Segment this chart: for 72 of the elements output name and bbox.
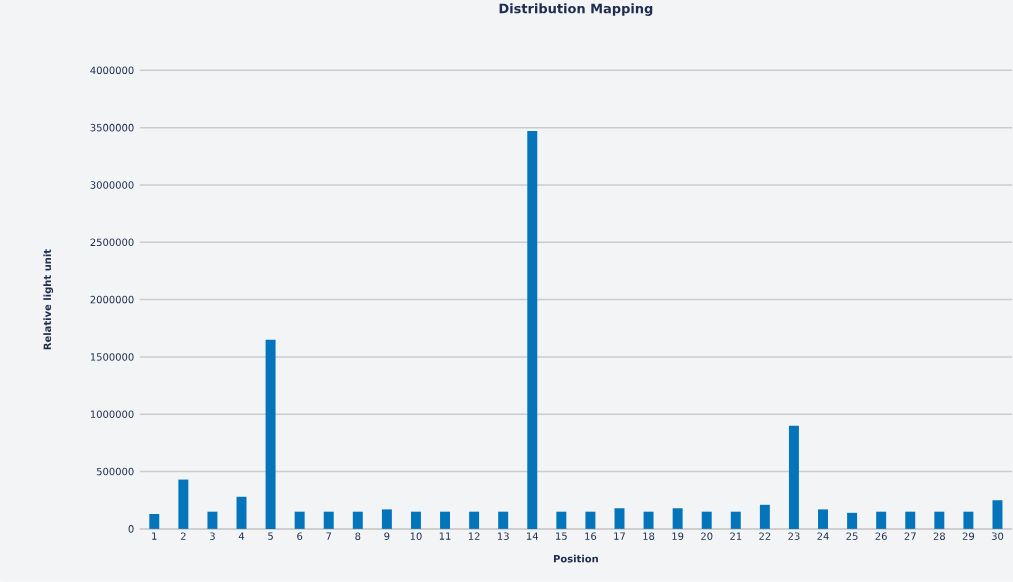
bar — [672, 508, 683, 530]
bar — [381, 509, 392, 530]
bar — [847, 512, 858, 530]
bar — [730, 511, 741, 530]
x-tick-label: 8 — [355, 532, 361, 541]
x-tick-label: 29 — [962, 532, 975, 541]
x-tick-label: 11 — [439, 532, 451, 540]
y-tick-label: 2500000 — [90, 238, 134, 247]
y-tick-label: 4000000 — [90, 66, 134, 75]
bar — [818, 509, 828, 530]
bar — [149, 514, 160, 530]
bar — [556, 511, 567, 530]
x-tick-label: 9 — [384, 532, 390, 541]
bar — [352, 511, 363, 530]
x-tick-label: 19 — [672, 532, 684, 541]
bar — [294, 511, 305, 530]
bar — [178, 479, 189, 530]
bar — [963, 511, 974, 530]
x-tick-label: 20 — [701, 532, 713, 541]
y-tick-label: 500000 — [96, 467, 134, 476]
bar — [643, 511, 654, 530]
x-tick-label: 7 — [326, 532, 332, 540]
x-tick-label: 12 — [468, 532, 480, 540]
x-tick-label: 23 — [788, 532, 800, 541]
x-tick-label: 27 — [904, 532, 916, 540]
x-tick-label: 5 — [268, 532, 273, 540]
x-tick-label: 26 — [875, 532, 887, 541]
y-tick-label: 3000000 — [90, 181, 134, 189]
x-tick-label: 10 — [410, 532, 422, 541]
bar — [440, 511, 451, 530]
y-tick-label: 2000000 — [90, 295, 134, 304]
bar — [934, 511, 945, 530]
x-tick-label: 16 — [585, 532, 597, 541]
bar — [876, 511, 887, 530]
bar — [701, 511, 712, 530]
bar — [527, 131, 538, 530]
bar — [410, 511, 421, 530]
x-tick-label: 2 — [180, 532, 186, 540]
chart-title: Distribution Mapping — [499, 3, 653, 17]
x-tick-label: 17 — [614, 532, 625, 540]
x-tick-label: 3 — [210, 532, 215, 541]
x-tick-label: 15 — [556, 532, 567, 540]
bar — [207, 511, 218, 530]
y-tick-label: 1500000 — [90, 353, 134, 361]
y-tick-label: 0 — [128, 525, 134, 533]
x-tick-label: 28 — [933, 532, 945, 541]
bar — [788, 425, 799, 530]
x-tick-label: 24 — [817, 532, 829, 540]
bar — [265, 339, 276, 530]
y-axis-title: Relative light unit — [43, 249, 54, 350]
bar — [323, 511, 334, 530]
bar — [585, 511, 596, 530]
bar — [469, 511, 480, 530]
x-tick-label: 30 — [991, 532, 1004, 541]
bar — [992, 500, 1003, 530]
bar — [614, 508, 625, 530]
bar — [759, 504, 770, 530]
x-tick-label: 4 — [238, 532, 245, 540]
x-tick-label: 21 — [730, 532, 742, 540]
bar — [236, 496, 247, 530]
bar — [905, 511, 916, 530]
x-tick-label: 18 — [643, 532, 655, 541]
x-tick-label: 13 — [497, 532, 509, 541]
x-tick-label: 6 — [297, 532, 303, 541]
x-tick-label: 1 — [152, 532, 157, 540]
bar — [498, 511, 509, 530]
y-tick-label: 1000000 — [90, 410, 134, 419]
x-tick-label: 25 — [846, 532, 858, 541]
y-tick-label: 3500000 — [90, 124, 134, 132]
x-axis-title: Position — [553, 554, 598, 563]
x-tick-label: 14 — [527, 532, 539, 540]
x-tick-label: 22 — [759, 532, 771, 540]
